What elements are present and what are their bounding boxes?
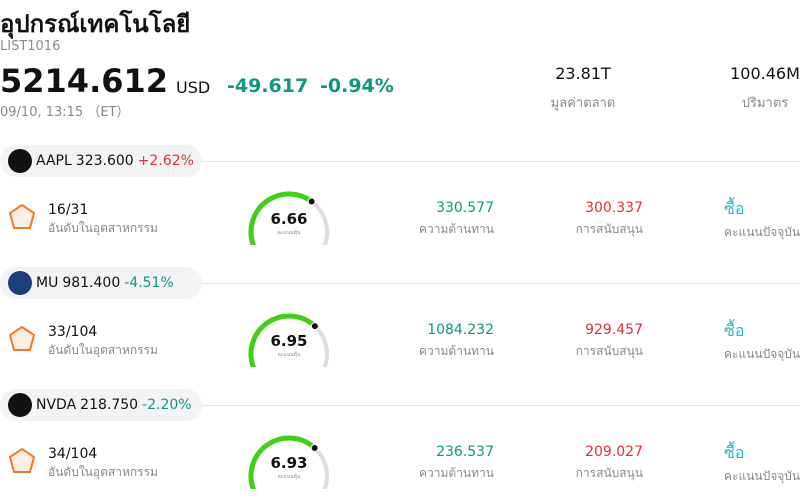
title: อุปกรณ์เทคโนโลยี [0,10,191,38]
signal: ซื้อ [724,199,745,218]
currency: USD [176,78,211,97]
gauge-dot [307,197,316,206]
price: 5214.612 [0,62,169,100]
stat-value: 23.81T [555,64,611,83]
resistance: 236.537 [436,444,494,460]
support: 300.337 [585,200,643,216]
rank-shape [8,203,36,229]
rank-label: อันดับในอุตสาหกรรม [48,343,158,357]
divider [202,283,800,284]
score-label: คะแนนหุ้น [277,230,301,236]
stock-icon [8,393,32,417]
gauge [248,435,329,489]
divider [202,405,800,406]
rank: 16/31 [48,202,89,218]
support: 209.027 [585,444,643,460]
change-pct: -0.94% [320,75,394,97]
stock-pill[interactable]: MU 981.400 -4.51% [0,267,202,299]
stat-value: 100.46M [730,64,800,83]
ticker: AAPL [36,153,72,169]
stock-change: -2.20% [142,397,192,413]
rank-shape [8,325,36,351]
code: LIST1016 [0,39,61,54]
gauge-dot [310,322,319,331]
support-label: การสนับสนุน [575,344,643,358]
stock-icon [8,149,32,173]
change: -49.617 [227,75,309,97]
stock-pill[interactable]: AAPL 323.600 +2.62% [0,145,202,177]
gauge [248,191,329,245]
stock-pill[interactable]: NVDA 218.750 -2.20% [0,389,202,421]
time: 09/10, 13:15 （ET） [0,105,130,120]
rank-label: อันดับในอุตสาหกรรม [48,465,158,479]
stock-change: -4.51% [124,275,174,291]
gauge-dot [310,443,319,452]
score: 6.95 [270,332,308,350]
resistance-label: ความต้านทาน [419,344,494,358]
signal-label: คะแนนปัจจุบัน [724,347,800,361]
stock-price: 218.750 [80,397,139,413]
resistance-label: ความต้านทาน [419,222,494,236]
gauge-fill [248,191,315,245]
rank-icon [8,203,36,229]
score-label: คะแนนหุ้น [277,352,301,358]
rank-shape [8,447,36,473]
signal: ซื้อ [724,321,745,340]
stock-icon [8,271,32,295]
signal-label: คะแนนปัจจุบัน [724,225,800,239]
support-label: การสนับสนุน [575,222,643,236]
stat-label: มูลค่าตลาด [550,96,616,111]
support: 929.457 [585,322,643,338]
stock-price: 981.400 [62,275,121,291]
score-label: คะแนนหุ้น [277,474,301,480]
rank-icon [8,325,36,351]
rank-icon [8,447,36,473]
gauge-fill [248,435,318,489]
gauge [248,313,329,367]
stock-change: +2.62% [137,153,194,169]
resistance-label: ความต้านทาน [419,466,494,480]
support-label: การสนับสนุน [575,466,643,480]
signal-label: คะแนนปัจจุบัน [724,469,800,483]
rank: 33/104 [48,324,98,340]
ticker: NVDA [36,397,77,413]
signal: ซื้อ [724,443,745,462]
stock-price: 323.600 [75,153,134,169]
rank: 34/104 [48,446,98,462]
resistance: 1084.232 [427,322,494,338]
gauge-fill [248,313,318,367]
score: 6.93 [270,454,308,472]
score: 6.66 [270,210,308,228]
stat-label: ปริมาตร [741,96,789,111]
ticker: MU [36,275,59,291]
divider [202,161,800,162]
rank-label: อันดับในอุตสาหกรรม [48,221,158,235]
resistance: 330.577 [436,200,494,216]
